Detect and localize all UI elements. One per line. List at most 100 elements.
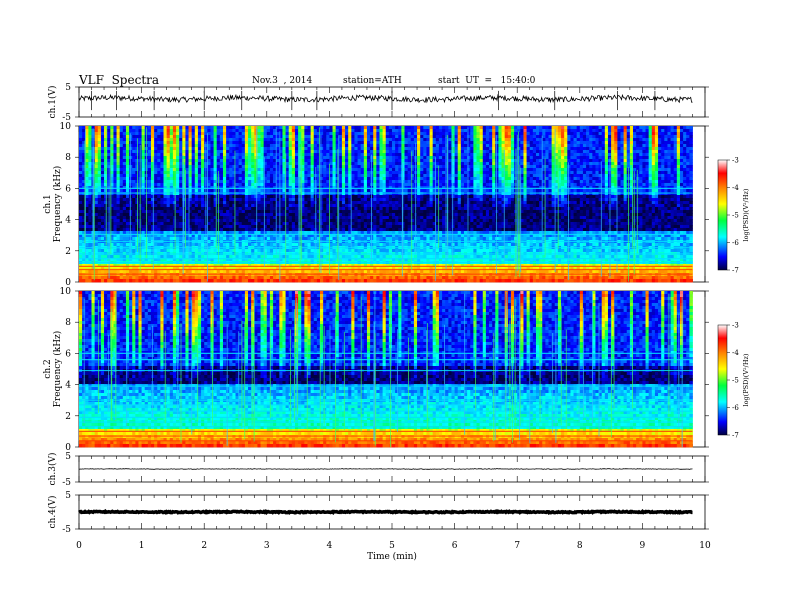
- spectrogram-cell: [351, 150, 355, 154]
- spectrogram-cell: [310, 186, 315, 190]
- spectrogram-cell: [542, 183, 546, 187]
- spectrogram-cell: [304, 126, 308, 130]
- spectrogram-cell: [417, 156, 421, 160]
- spectrogram-cell: [94, 126, 99, 130]
- spectrogram-cell: [648, 129, 653, 133]
- spectrogram-cell: [113, 192, 117, 196]
- spectrogram-cell: [586, 165, 590, 169]
- spectrogram-cell: [379, 180, 384, 184]
- spectrogram-cell: [529, 165, 534, 169]
- spectrogram-cell: [586, 132, 590, 136]
- spectrogram-cell: [348, 144, 352, 148]
- spectrogram-cell: [654, 150, 659, 154]
- spectrogram-cell: [238, 156, 243, 160]
- spectrogram-cell: [576, 132, 581, 136]
- spectrogram-cell: [573, 147, 578, 151]
- spectrogram-cell: [257, 126, 261, 130]
- spectrogram-cell: [219, 195, 224, 199]
- spectrogram-cell: [129, 174, 133, 178]
- spectrogram-cell: [122, 174, 127, 178]
- spectrogram-cell: [94, 147, 99, 151]
- spectrogram-cell: [226, 138, 230, 142]
- spectrogram-cell: [279, 177, 283, 181]
- spectrogram-cell: [611, 153, 615, 157]
- spectrogram-cell: [629, 162, 634, 166]
- spectrogram-cell: [539, 186, 543, 190]
- spectrogram-cell: [226, 192, 230, 196]
- spectrogram-cell: [316, 126, 321, 130]
- spectrogram-cell: [523, 189, 527, 193]
- spectrogram-cell: [260, 165, 265, 169]
- spectrogram-cell: [357, 186, 362, 190]
- spectrogram-cell: [154, 177, 158, 181]
- spectrogram-cell: [423, 156, 427, 160]
- spectrogram-cell: [595, 138, 599, 142]
- spectrogram-cell: [457, 147, 462, 151]
- spectrogram-cell: [269, 141, 274, 145]
- spectrogram-cell: [238, 165, 243, 169]
- spectrogram-cell: [147, 183, 152, 187]
- spectrogram-cell: [561, 189, 565, 193]
- spectrogram-cell: [185, 195, 189, 199]
- spectrogram-cell: [517, 180, 521, 184]
- spectrogram-cell: [507, 129, 512, 133]
- spectrogram-cell: [326, 129, 330, 133]
- spectrogram-cell: [201, 195, 205, 199]
- spectrogram-cell: [304, 165, 308, 169]
- spectrogram-cell: [417, 174, 421, 178]
- spectrogram-cell: [639, 180, 643, 184]
- spectrogram-cell: [535, 165, 540, 169]
- spectrogram-cell: [150, 198, 155, 202]
- spectrogram-cell: [429, 156, 434, 160]
- spectrogram-cell: [147, 180, 152, 184]
- spectrogram-cell: [407, 156, 412, 160]
- spectrogram-cell: [116, 129, 121, 133]
- spectrogram-cell: [454, 147, 459, 151]
- spectrogram-cell: [445, 141, 449, 145]
- spectrogram-cell: [398, 162, 402, 166]
- spectrogram-cell: [119, 180, 124, 184]
- spectrogram-cell: [410, 153, 415, 157]
- spectrogram-cell: [119, 132, 124, 136]
- spectrogram-cell: [501, 168, 506, 172]
- spectrogram-cell: [398, 177, 402, 181]
- spectrogram-cell: [561, 168, 565, 172]
- spectrogram-cell: [442, 171, 446, 175]
- spectrogram-cell: [686, 132, 690, 136]
- spectrogram-cell: [633, 165, 637, 169]
- spectrogram-cell: [241, 129, 246, 133]
- spectrogram-cell: [460, 195, 465, 199]
- spectrogram-cell: [110, 183, 114, 187]
- spectrogram-cell: [438, 159, 443, 163]
- spectrogram-cell: [539, 162, 543, 166]
- spectrogram-cell: [595, 147, 599, 151]
- spectrogram-cell: [495, 141, 499, 145]
- spectrogram-cell: [232, 141, 236, 145]
- spectrogram-cell: [404, 192, 409, 196]
- spectrogram-cell: [226, 156, 230, 160]
- spectrogram-cell: [607, 147, 612, 151]
- spectrogram-cell: [417, 186, 421, 190]
- spectrogram-cell: [539, 150, 543, 154]
- spectrogram-cell: [201, 150, 205, 154]
- spectrogram-cell: [379, 189, 384, 193]
- spectrogram-cell: [395, 162, 399, 166]
- spectrogram-cell: [651, 129, 656, 133]
- spectrogram-cell: [216, 168, 221, 172]
- spectrogram-cell: [222, 135, 227, 139]
- spectrogram-cell: [79, 129, 83, 133]
- spectrogram-cell: [235, 135, 240, 139]
- spectrogram-cell: [191, 141, 196, 145]
- spectrogram-cell: [235, 165, 240, 169]
- spectrogram-cell: [642, 177, 646, 181]
- spectrogram-cell: [373, 156, 377, 160]
- spectrogram-cell: [288, 132, 293, 136]
- spectrogram-cell: [520, 165, 524, 169]
- spectrogram-cell: [82, 141, 86, 145]
- spectrogram-cell: [510, 147, 515, 151]
- spectrogram-cell: [316, 150, 321, 154]
- spectrogram-cell: [454, 159, 459, 163]
- spectrogram-cell: [532, 138, 537, 142]
- spectrogram-cell: [354, 126, 358, 130]
- spectrogram-cell: [554, 135, 559, 139]
